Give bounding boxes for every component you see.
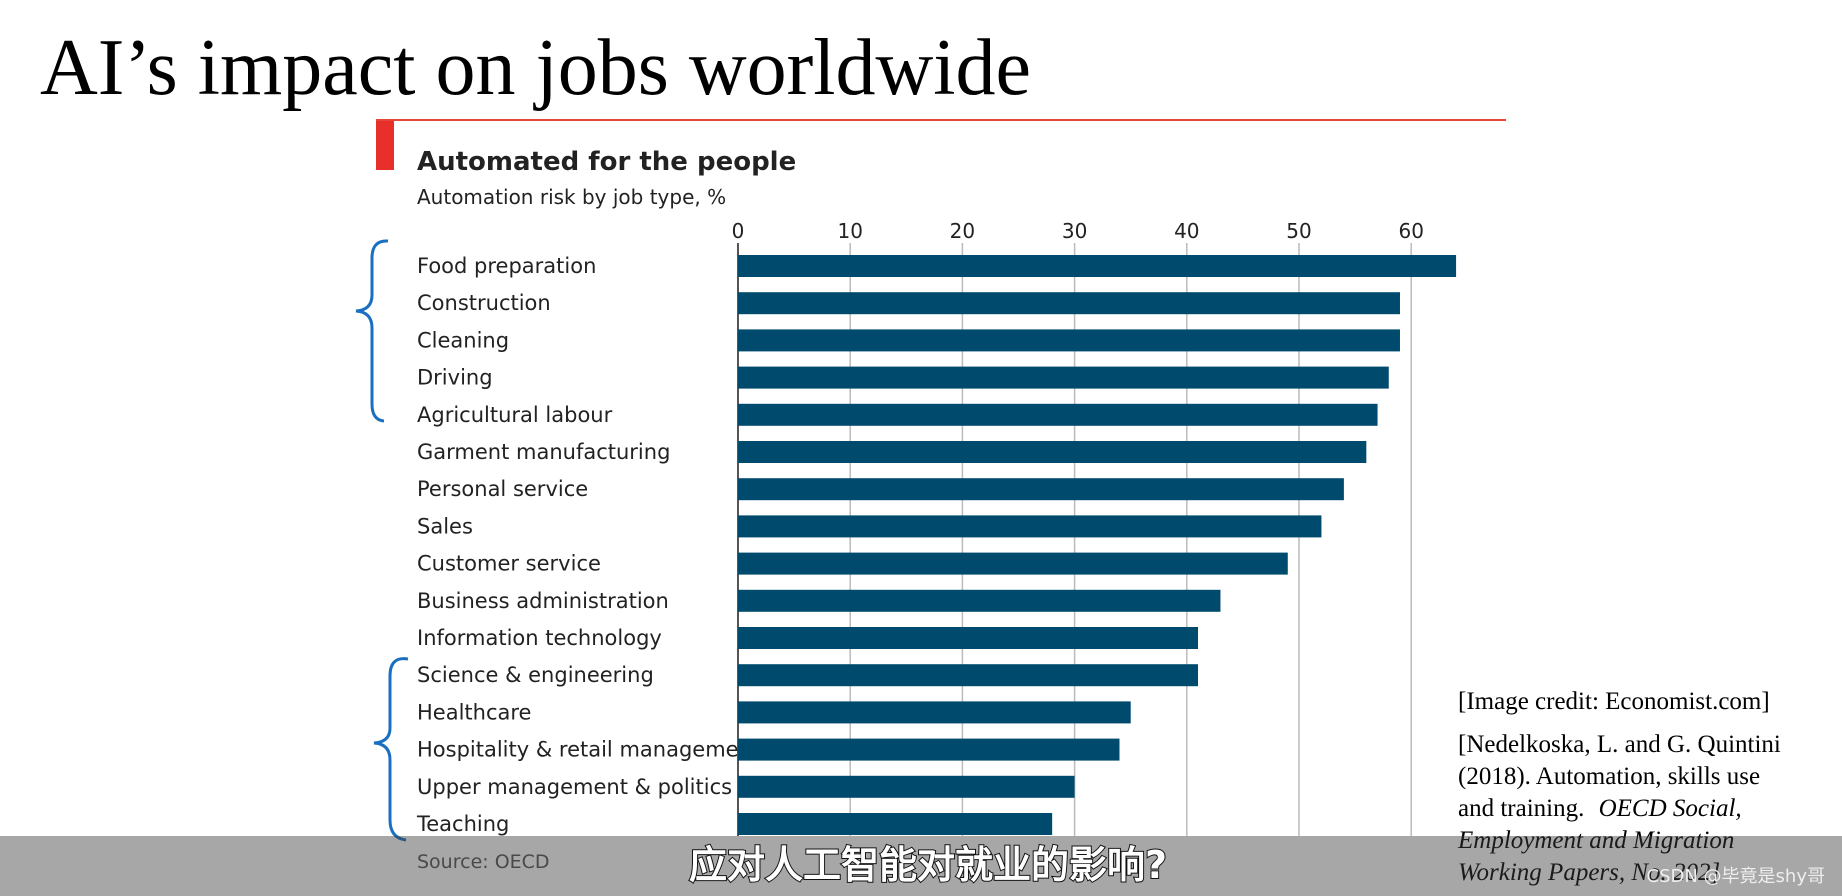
bar — [738, 775, 1075, 798]
y-tick-label: Agricultural labour — [417, 403, 613, 427]
bar — [738, 329, 1400, 352]
x-tick-label: 30 — [1062, 219, 1087, 243]
brace — [355, 239, 389, 423]
bar — [738, 478, 1344, 501]
y-tick-label: Information technology — [417, 626, 662, 650]
bar — [738, 664, 1199, 687]
reference-line: OECD Social, — [1599, 795, 1742, 822]
x-tick-label: 60 — [1398, 219, 1423, 243]
x-tick-label: 40 — [1174, 219, 1199, 243]
y-tick-label: Teaching — [416, 812, 509, 836]
y-tick-label: Construction — [417, 291, 551, 315]
chart: 0 10 20 30 40 50 60 Food preparation Constructio… — [416, 219, 1457, 836]
y-tick-label: Cleaning — [417, 328, 509, 352]
reference-line: [Nedelkoska, L. and G. Quintini — [1458, 731, 1781, 758]
slide-title: AI’s impact on jobs worldwide — [40, 24, 1031, 112]
header-tag — [376, 121, 394, 170]
bar — [738, 441, 1367, 463]
y-tick-label: Food preparation — [417, 254, 596, 278]
bar — [738, 515, 1322, 538]
bar — [738, 813, 1053, 835]
chart-title: Automated for the people — [417, 147, 796, 177]
bar — [738, 589, 1221, 612]
y-tick-label: Science & engineering — [417, 663, 654, 687]
x-tick-label: 0 — [732, 219, 745, 243]
subtitle-band — [0, 836, 1842, 896]
reference-line: (2018). Automation, skills use — [1458, 763, 1760, 790]
y-tick-label: Upper management & politics — [417, 775, 732, 799]
bar — [738, 552, 1288, 575]
y-tick-label: Healthcare — [417, 700, 531, 724]
chart-source: Source: OECD — [417, 851, 550, 873]
video-subtitle: 应对人工智能对就业的影响? — [689, 843, 1167, 887]
reference-line: Employment and Migration — [1457, 827, 1734, 854]
x-tick-label: 50 — [1286, 219, 1311, 243]
reference-line: and training. — [1458, 795, 1584, 822]
reference-line: Working Papers, No. 202] — [1458, 859, 1720, 886]
chart-subtitle: Automation risk by job type, % — [417, 185, 726, 209]
bar — [738, 292, 1400, 315]
x-tick-label: 10 — [837, 219, 862, 243]
y-tick-label: Driving — [417, 366, 493, 390]
y-tick-label: Garment manufacturing — [417, 440, 670, 464]
image-credit: [Image credit: Economist.com] — [1458, 688, 1770, 715]
bar — [738, 366, 1389, 389]
y-tick-label: Hospitality & retail management — [417, 738, 760, 762]
bar — [738, 255, 1457, 277]
bar — [738, 627, 1199, 649]
reference: [Nedelkoska, L. and G. Quintini (2018). … — [1457, 731, 1787, 886]
bar — [738, 701, 1131, 724]
y-tick-label: Sales — [417, 514, 473, 538]
x-tick-label: 20 — [950, 219, 975, 243]
bar — [738, 403, 1378, 426]
y-tick-label: Customer service — [417, 552, 601, 576]
watermark: CSDN @毕竟是shy哥 — [1647, 866, 1825, 887]
bar — [738, 738, 1120, 761]
y-tick-label: Personal service — [417, 477, 588, 501]
brace — [373, 657, 409, 842]
y-tick-label: Business administration — [417, 589, 669, 613]
